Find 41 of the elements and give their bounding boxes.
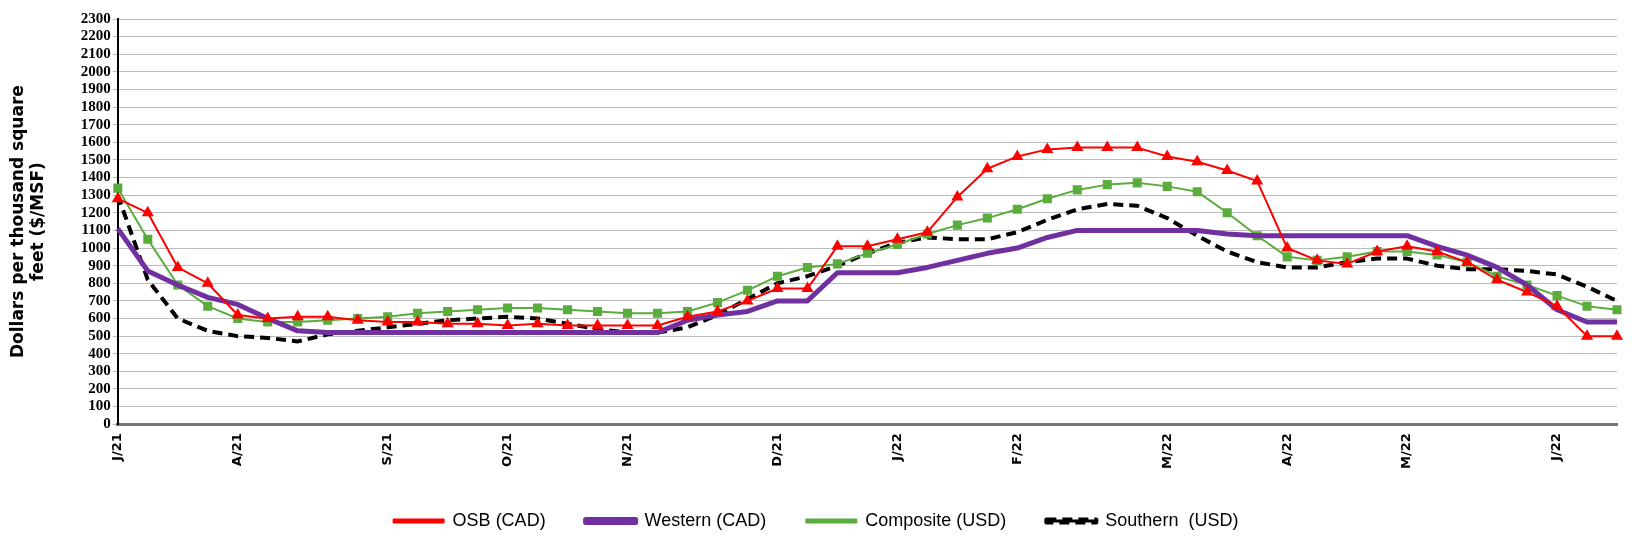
y-tick-label: 800 <box>88 274 111 291</box>
y-tick-label: 1300 <box>80 186 111 203</box>
legend-label: Southern (USD) <box>1105 509 1239 530</box>
x-tick-label: A/21 <box>229 433 245 467</box>
y-tick-label: 1000 <box>80 238 111 255</box>
y-tick-label: 1500 <box>80 150 111 167</box>
x-tick-label: F/22 <box>1008 433 1024 465</box>
x-tick-label: O/21 <box>498 433 514 468</box>
x-tick-label: M/22 <box>1398 433 1414 470</box>
y-tick-label: 1800 <box>80 97 111 114</box>
y-tick-label: 1400 <box>80 168 111 185</box>
x-tick-label: A/22 <box>1278 433 1294 467</box>
y-tick-label: 1900 <box>80 80 111 97</box>
y-tick-label: 200 <box>88 379 111 396</box>
y-tick-label: 1100 <box>81 221 111 238</box>
y-tick-label: 300 <box>88 362 111 379</box>
y-tick-label: 100 <box>88 397 111 414</box>
x-tick-label: M/22 <box>1158 433 1174 470</box>
y-tick-label: 500 <box>88 327 111 344</box>
y-tick-label: 2200 <box>80 27 111 44</box>
legend-label: OSB (CAD) <box>452 509 546 530</box>
x-tick-label: D/21 <box>768 433 784 467</box>
y-tick-label: 1700 <box>80 115 111 132</box>
y-tick-label: 400 <box>88 344 111 361</box>
y-tick-label: 700 <box>88 291 111 308</box>
y-tick-label: 600 <box>88 309 111 326</box>
x-tick-label: N/21 <box>618 433 634 467</box>
legend-label: Western (CAD) <box>644 509 767 530</box>
y-tick-label: 2100 <box>80 45 111 62</box>
y-tick-label: 900 <box>88 256 111 273</box>
x-tick-label: J/21 <box>109 433 125 462</box>
y-tick-label: 1600 <box>80 133 111 150</box>
x-tick-label: S/21 <box>379 433 395 466</box>
y-tick-label: 2000 <box>80 62 111 79</box>
y-axis-title: Dollars per thousand square feet ($/MSF) <box>6 85 48 359</box>
x-tick-label: J/22 <box>1548 433 1564 462</box>
y-tick-label: 1200 <box>80 203 111 220</box>
y-tick-label: 2300 <box>80 9 111 26</box>
legend-label: Composite (USD) <box>865 509 1007 530</box>
x-tick-label: J/22 <box>888 433 904 462</box>
y-tick-label: 0 <box>103 415 111 432</box>
